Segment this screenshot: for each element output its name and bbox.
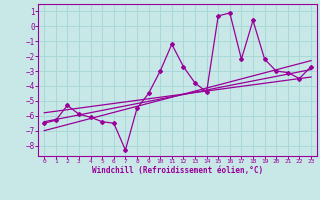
X-axis label: Windchill (Refroidissement éolien,°C): Windchill (Refroidissement éolien,°C) [92, 166, 263, 175]
